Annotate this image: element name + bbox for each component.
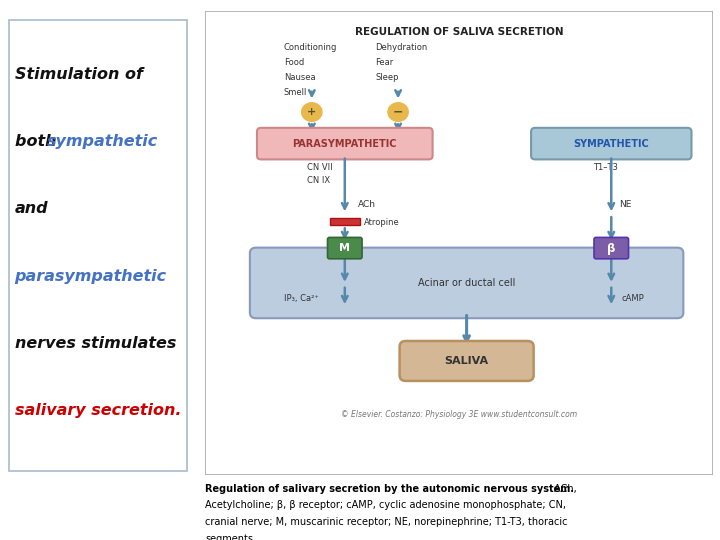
Circle shape xyxy=(388,103,408,122)
Circle shape xyxy=(302,103,322,122)
Text: Stimulation of: Stimulation of xyxy=(14,66,143,82)
FancyBboxPatch shape xyxy=(9,20,187,470)
FancyBboxPatch shape xyxy=(400,341,534,381)
Text: © Elsevier. Costanzo: Physiology 3E www.studentconsult.com: © Elsevier. Costanzo: Physiology 3E www.… xyxy=(341,410,577,420)
FancyBboxPatch shape xyxy=(594,238,629,259)
Text: IP₃, Ca²⁺: IP₃, Ca²⁺ xyxy=(284,294,319,303)
FancyBboxPatch shape xyxy=(250,248,683,318)
Text: Food: Food xyxy=(284,58,304,67)
Text: parasympathetic: parasympathetic xyxy=(14,268,166,284)
Text: Dehydration: Dehydration xyxy=(375,43,428,52)
Text: cranial nerve; M, muscarinic receptor; NE, norepinephrine; T1-T3, thoracic: cranial nerve; M, muscarinic receptor; N… xyxy=(205,517,567,527)
Text: sympathetic: sympathetic xyxy=(47,134,158,149)
Text: and: and xyxy=(14,201,48,216)
Text: salivary secretion.: salivary secretion. xyxy=(14,403,181,418)
Text: Nausea: Nausea xyxy=(284,73,315,82)
Text: Conditioning: Conditioning xyxy=(284,43,337,52)
Text: β: β xyxy=(607,241,616,254)
FancyBboxPatch shape xyxy=(328,238,362,259)
FancyBboxPatch shape xyxy=(257,128,433,159)
Text: segments.: segments. xyxy=(205,534,256,540)
Text: Regulation of salivary secretion by the autonomic nervous system.: Regulation of salivary secretion by the … xyxy=(205,484,575,494)
Text: SALIVA: SALIVA xyxy=(444,356,489,366)
Text: ACh: ACh xyxy=(358,200,376,210)
Text: Acinar or ductal cell: Acinar or ductal cell xyxy=(418,278,516,288)
Text: CN IX: CN IX xyxy=(307,176,330,185)
Text: M: M xyxy=(339,243,351,253)
Text: CN VII: CN VII xyxy=(307,163,333,172)
Text: ACh,: ACh, xyxy=(552,484,577,494)
Text: +: + xyxy=(307,107,316,117)
Text: Atropine: Atropine xyxy=(364,218,400,227)
Text: Acetylcholine; β, β receptor; cAMP, cyclic adenosine monophosphate; CN,: Acetylcholine; β, β receptor; cAMP, cycl… xyxy=(205,501,566,510)
Text: REGULATION OF SALIVA SECRETION: REGULATION OF SALIVA SECRETION xyxy=(355,27,563,37)
FancyBboxPatch shape xyxy=(531,128,691,159)
Text: Fear: Fear xyxy=(375,58,394,67)
Text: both: both xyxy=(14,134,62,149)
FancyBboxPatch shape xyxy=(205,11,713,475)
Text: T1–T3: T1–T3 xyxy=(593,163,618,172)
Text: Smell: Smell xyxy=(284,88,307,97)
Text: cAMP: cAMP xyxy=(621,294,644,303)
Text: −: − xyxy=(393,105,403,119)
Text: PARASYMPATHETIC: PARASYMPATHETIC xyxy=(292,139,397,148)
Text: Sleep: Sleep xyxy=(375,73,399,82)
Text: NE: NE xyxy=(619,200,631,210)
Bar xyxy=(330,218,360,225)
Text: SYMPATHETIC: SYMPATHETIC xyxy=(573,139,649,148)
Text: nerves stimulates: nerves stimulates xyxy=(14,336,176,351)
